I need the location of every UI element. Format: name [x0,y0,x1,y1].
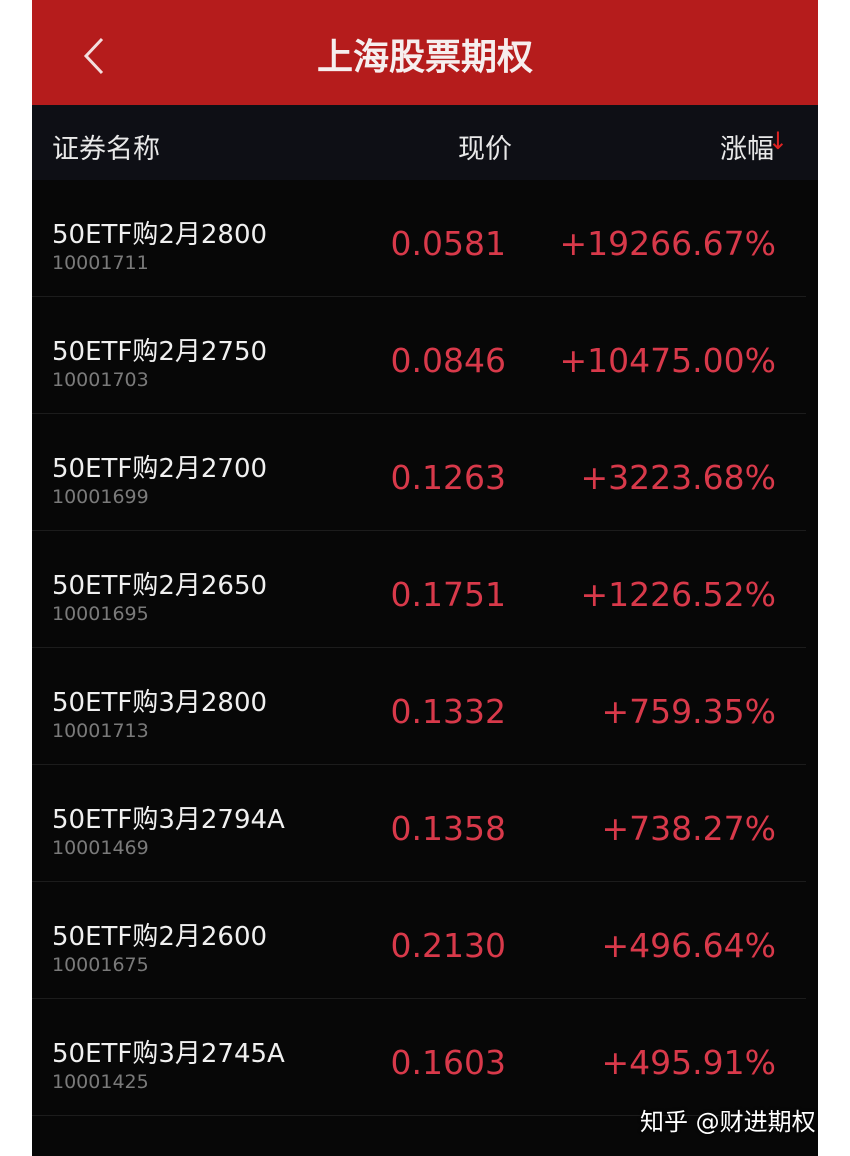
table-row[interactable]: 50ETF购2月2600 10001675 0.2130 +496.64% [32,882,806,999]
option-code: 10001695 [52,603,149,625]
change-percent: +495.91% [601,1043,776,1082]
change-percent: +759.35% [601,692,776,731]
column-name[interactable]: 证券名称 [52,134,160,165]
page-title: 上海股票期权 [316,37,533,78]
current-price: 0.1603 [390,1043,506,1082]
app-screen: 上海股票期权 证券名称 现价 涨幅 ↓ 50ETF购2月2800 10001711… [32,0,818,1156]
change-percent: +496.64% [601,926,776,965]
current-price: 0.2130 [390,926,506,965]
change-percent: +19266.67% [559,224,776,263]
column-change[interactable]: 涨幅 [720,134,774,165]
table-row[interactable]: 50ETF购3月2745A 10001425 0.1603 +495.91% [32,999,806,1116]
current-price: 0.1332 [390,692,506,731]
table-row[interactable]: 50ETF购3月2794A 10001469 0.1358 +738.27% [32,765,806,882]
option-code: 10001699 [52,486,149,508]
arrow-down-icon[interactable]: ↓ [767,127,788,155]
current-price: 0.0846 [390,341,506,380]
watermark: 知乎 @财进期权 [640,1108,816,1136]
change-percent: +3223.68% [580,458,776,497]
table-row[interactable]: 50ETF购2月2800 10001711 0.0581 +19266.67% [32,180,806,297]
change-percent: +10475.00% [559,341,776,380]
option-name: 50ETF购3月2800 [52,688,268,718]
chevron-left-icon[interactable] [80,36,110,76]
option-name: 50ETF购3月2745A [52,1039,285,1069]
option-code: 10001703 [52,369,149,391]
option-name: 50ETF购2月2600 [52,922,268,952]
change-percent: +738.27% [601,809,776,848]
table-row[interactable]: 50ETF购2月2700 10001699 0.1263 +3223.68% [32,414,806,531]
option-code: 10001711 [52,252,149,274]
table-row[interactable]: 50ETF购3月2800 10001713 0.1332 +759.35% [32,648,806,765]
option-code: 10001713 [52,720,149,742]
column-header: 证券名称 现价 涨幅 ↓ [32,105,818,180]
option-code: 10001675 [52,954,149,976]
title-bar: 上海股票期权 [32,0,818,105]
change-percent: +1226.52% [580,575,776,614]
table-row[interactable]: 50ETF购2月2650 10001695 0.1751 +1226.52% [32,531,806,648]
option-name: 50ETF购2月2750 [52,337,268,367]
current-price: 0.1263 [390,458,506,497]
current-price: 0.1751 [390,575,506,614]
option-name: 50ETF购2月2800 [52,220,268,250]
table-row[interactable]: 50ETF购2月2750 10001703 0.0846 +10475.00% [32,297,806,414]
current-price: 0.1358 [390,809,506,848]
option-name: 50ETF购3月2794A [52,805,285,835]
option-name: 50ETF购2月2650 [52,571,268,601]
current-price: 0.0581 [390,224,506,263]
option-code: 10001469 [52,837,149,859]
option-name: 50ETF购2月2700 [52,454,268,484]
option-code: 10001425 [52,1071,149,1093]
column-price[interactable]: 现价 [458,134,512,165]
option-list: 50ETF购2月2800 10001711 0.0581 +19266.67% 50ET… [32,180,818,1116]
